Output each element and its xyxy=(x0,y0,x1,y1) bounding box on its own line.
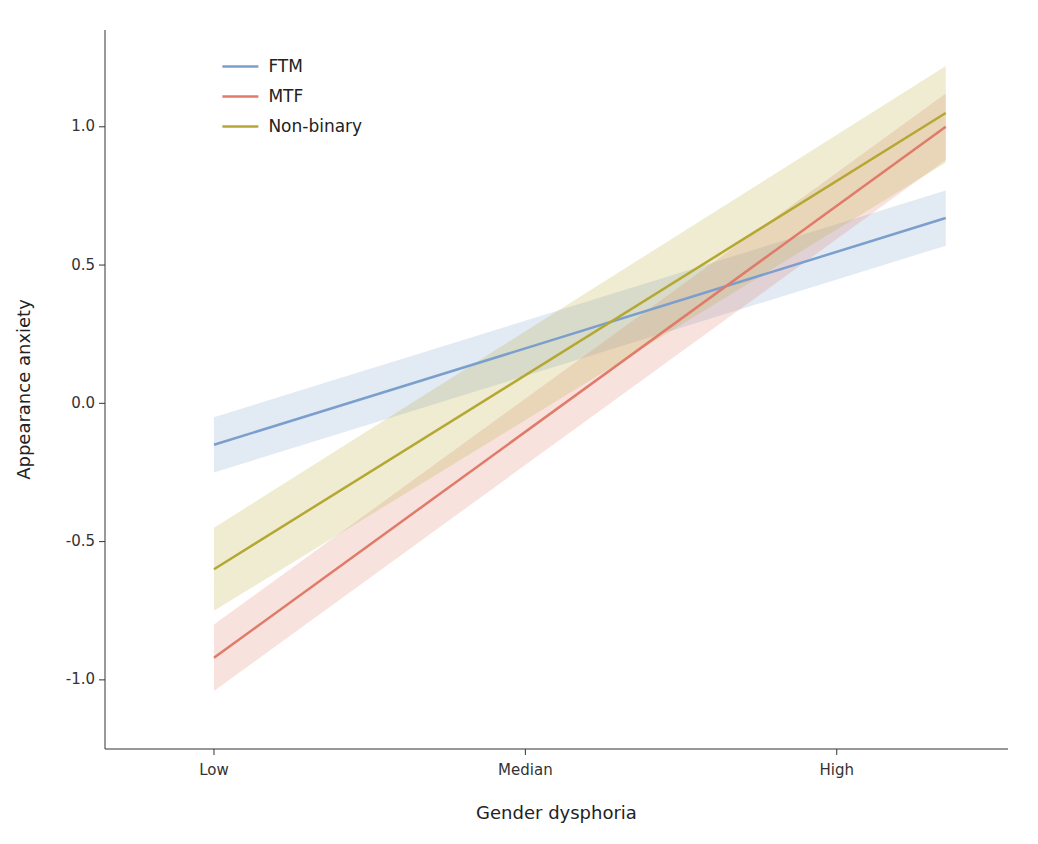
y-tick-label: 0.5 xyxy=(71,256,95,274)
ci-band xyxy=(214,66,946,611)
y-tick-label: -1.0 xyxy=(66,670,95,688)
x-tick-label: Median xyxy=(498,761,553,779)
chart: -1.0 -0.5 0.0 0.5 1.0 Low Median High Gender dys… xyxy=(0,0,1038,844)
legend-key xyxy=(222,95,258,98)
series-line xyxy=(214,113,946,569)
legend-label: FTM xyxy=(268,56,303,76)
x-axis-label: Gender dysphoria xyxy=(476,802,637,823)
y-tick xyxy=(99,541,105,542)
y-axis-label: Appearance anxiety xyxy=(13,299,34,480)
y-tick xyxy=(99,126,105,127)
y-axis-line xyxy=(105,30,106,749)
x-axis-line xyxy=(105,749,1008,750)
x-tick xyxy=(213,749,214,755)
plot-data xyxy=(214,66,946,691)
legend-label: MTF xyxy=(268,86,303,106)
legend-key xyxy=(222,125,258,128)
y-tick-label: 0.0 xyxy=(71,394,95,412)
x-tick xyxy=(836,749,837,755)
x-tick-label: Low xyxy=(199,761,229,779)
legend-key xyxy=(222,65,258,68)
y-tick-label: 1.0 xyxy=(71,117,95,135)
y-tick-label: -0.5 xyxy=(66,532,95,550)
legend: FTM MTF Non-binary xyxy=(222,56,362,136)
series-line xyxy=(214,127,946,658)
legend-label: Non-binary xyxy=(268,116,362,136)
x-tick-label: High xyxy=(819,761,853,779)
x-tick xyxy=(525,749,526,755)
axes: -1.0 -0.5 0.0 0.5 1.0 Low Median High xyxy=(66,30,1008,779)
series-line xyxy=(214,218,946,445)
y-tick xyxy=(99,679,105,680)
y-tick xyxy=(99,403,105,404)
y-tick xyxy=(99,265,105,266)
